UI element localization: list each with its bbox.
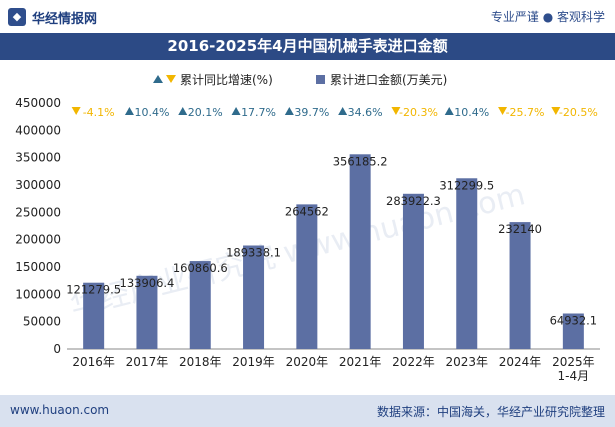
- x-tick-label: 2025年: [552, 355, 595, 369]
- x-tick-label: 2023年: [445, 355, 488, 369]
- y-tick-label: 450000: [15, 96, 61, 110]
- bar-chart: 华经产业研究院 www.huaon.com累计同比增速(%)累计进口金额(万美元…: [15, 72, 600, 383]
- top-bar: ◆ 华经情报网 专业严谨 ● 客观科学: [0, 0, 615, 33]
- growth-down-triangle-icon: [391, 107, 401, 115]
- bar: [349, 154, 371, 349]
- y-tick-label: 100000: [15, 287, 61, 301]
- y-tick-label: 200000: [15, 233, 61, 247]
- bar-value-label: 64932.1: [550, 314, 598, 328]
- legend-up-triangle-icon: [153, 75, 163, 83]
- bar: [296, 204, 318, 349]
- bar: [189, 261, 211, 349]
- x-tick-label: 2022年: [392, 355, 435, 369]
- x-tick-label: 1-4月: [558, 369, 590, 383]
- bar: [509, 222, 531, 349]
- growth-label: 10.4%: [454, 106, 489, 119]
- legend-label-amount: 累计进口金额(万美元): [330, 72, 447, 87]
- x-tick-label: 2021年: [339, 355, 382, 369]
- x-tick-label: 2024年: [499, 355, 542, 369]
- bar: [136, 275, 158, 349]
- growth-label: -20.5%: [559, 106, 598, 119]
- y-tick-label: 350000: [15, 151, 61, 165]
- x-tick-label: 2017年: [126, 355, 169, 369]
- x-tick-label: 2016年: [72, 355, 115, 369]
- growth-label: 10.4%: [134, 106, 169, 119]
- bar: [456, 178, 478, 349]
- brand-logo[interactable]: ◆ 华经情报网: [8, 7, 97, 27]
- bar-value-label: 312299.5: [439, 178, 494, 192]
- bar-value-label: 356185.2: [333, 154, 388, 168]
- bar: [562, 313, 584, 349]
- bar-value-label: 121279.5: [66, 283, 121, 297]
- growth-up-triangle-icon: [124, 107, 134, 115]
- y-tick-label: 250000: [15, 205, 61, 219]
- y-tick-label: 150000: [15, 260, 61, 274]
- growth-up-triangle-icon: [444, 107, 454, 115]
- logo-text: 华经情报网: [32, 11, 98, 27]
- logo-icon: ◆: [8, 8, 26, 26]
- growth-down-triangle-icon: [498, 107, 508, 115]
- legend-bar-swatch: [316, 75, 325, 84]
- bar-value-label: 133906.4: [120, 276, 175, 290]
- growth-label: -25.7%: [506, 106, 545, 119]
- growth-up-triangle-icon: [284, 107, 294, 115]
- growth-down-triangle-icon: [71, 107, 81, 115]
- bar-value-label: 232140: [498, 222, 542, 236]
- tagline: 专业严谨 ● 客观科学: [490, 10, 605, 24]
- growth-up-triangle-icon: [231, 107, 241, 115]
- x-tick-label: 2019年: [232, 355, 275, 369]
- growth-label: 39.7%: [294, 106, 329, 119]
- bar: [402, 193, 424, 349]
- y-tick-label: 300000: [15, 178, 61, 192]
- y-tick-label: 0: [53, 342, 61, 356]
- bar-value-label: 283922.3: [386, 194, 441, 208]
- y-tick-label: 400000: [15, 123, 61, 137]
- legend-down-triangle-icon: [166, 75, 176, 83]
- x-tick-label: 2020年: [286, 355, 329, 369]
- chart-title: 2016-2025年4月中国机械手表进口金额: [167, 37, 448, 55]
- legend-label-growth: 累计同比增速(%): [180, 73, 273, 87]
- footer-website[interactable]: www.huaon.com: [10, 403, 110, 417]
- bar-value-label: 160860.6: [173, 261, 228, 275]
- growth-label: -20.3%: [399, 106, 438, 119]
- growth-label: -4.1%: [83, 106, 115, 119]
- footer-source: 数据来源：中国海关，华经产业研究院整理: [376, 405, 605, 419]
- bar-value-label: 264562: [285, 204, 329, 218]
- x-tick-label: 2018年: [179, 355, 222, 369]
- growth-up-triangle-icon: [178, 107, 188, 115]
- growth-down-triangle-icon: [551, 107, 561, 115]
- growth-label: 20.1%: [188, 106, 223, 119]
- growth-label: 34.6%: [348, 106, 383, 119]
- footer: www.huaon.com 数据来源：中国海关，华经产业研究院整理: [0, 395, 615, 427]
- growth-up-triangle-icon: [338, 107, 348, 115]
- growth-label: 17.7%: [241, 106, 276, 119]
- y-tick-label: 50000: [23, 315, 61, 329]
- bar-value-label: 189338.1: [226, 245, 281, 259]
- bar: [83, 282, 105, 349]
- bar: [243, 245, 265, 349]
- title-bar: 2016-2025年4月中国机械手表进口金额: [0, 33, 615, 60]
